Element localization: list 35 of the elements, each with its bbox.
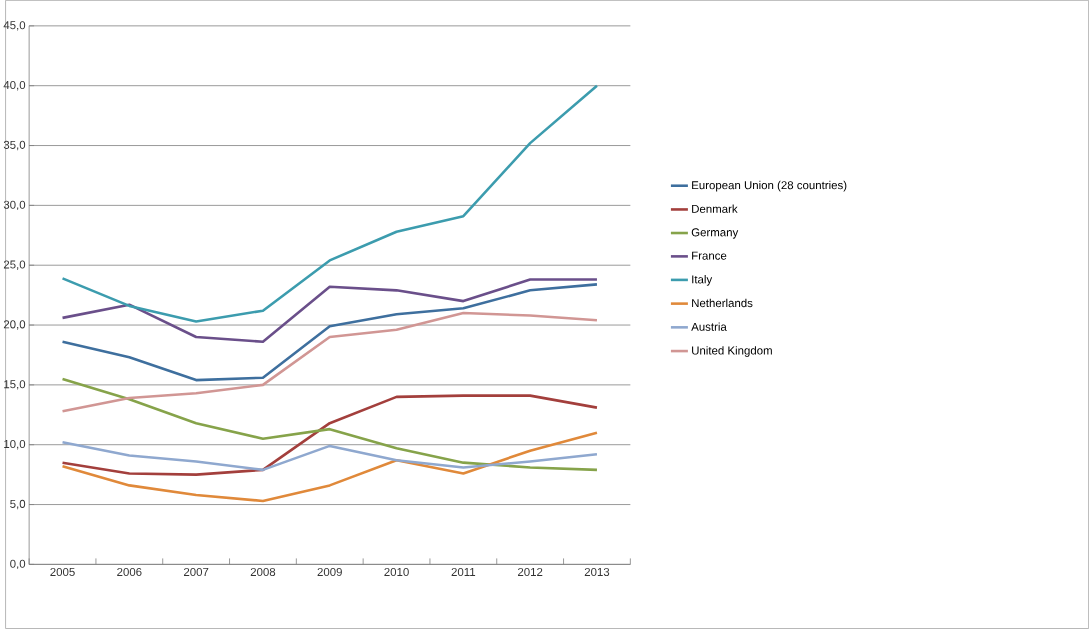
line-series — [61, 278, 599, 344]
y-tick-label: 0,0 — [10, 559, 26, 570]
x-tick-label: 2010 — [384, 567, 409, 577]
line-series — [61, 283, 599, 382]
x-tick-label: 2012 — [517, 567, 543, 577]
line-series — [61, 394, 599, 476]
legend-label: Netherlands — [692, 298, 753, 308]
line-series — [61, 377, 599, 472]
y-tick-label: 5,0 — [10, 499, 26, 510]
legend-label: United Kingdom — [692, 346, 772, 357]
x-tick-label: 2013 — [584, 567, 610, 577]
y-tick-label: 25,0 — [3, 260, 26, 270]
legend-label: Denmark — [692, 204, 738, 213]
x-tick-label: 2005 — [50, 567, 75, 577]
legend-label: Germany — [691, 228, 739, 239]
x-tick-label: 2008 — [250, 567, 276, 577]
line-series — [61, 311, 599, 413]
y-tick-label: 40,0 — [3, 81, 26, 91]
legend-label: European Union (28 countries) — [692, 180, 847, 192]
y-tick-label: 45,0 — [3, 21, 26, 31]
y-tick-label: 15,0 — [4, 380, 26, 390]
y-tick-label: 35,0 — [3, 140, 26, 151]
y-tick-label: 20,0 — [3, 320, 26, 330]
x-tick-label: 2009 — [317, 567, 342, 577]
legend-label: Austria — [691, 322, 727, 331]
line-series — [61, 431, 599, 503]
line-series — [61, 84, 599, 323]
x-tick-label: 2006 — [117, 567, 142, 577]
x-tick-label: 2007 — [183, 567, 209, 577]
line-series — [61, 441, 599, 472]
y-tick-label: 10,0 — [4, 440, 26, 450]
legend-label: Italy — [692, 275, 713, 286]
x-tick-label: 2011 — [451, 567, 476, 577]
legend-label: France — [692, 251, 727, 260]
y-tick-label: 30,0 — [3, 200, 26, 211]
